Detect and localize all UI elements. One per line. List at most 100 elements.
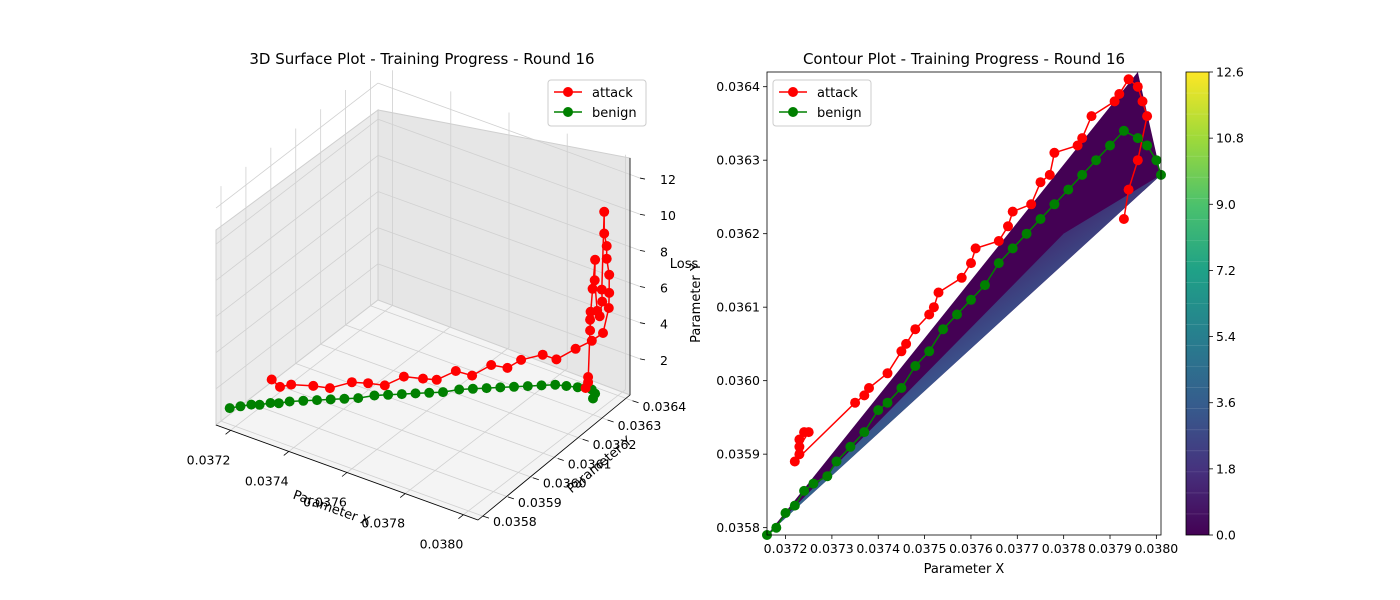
plot3d-attack-point <box>603 303 614 313</box>
plot3d-benign-point <box>424 387 435 398</box>
plot3d-attack-point <box>431 374 442 385</box>
contour-attack-point <box>1123 74 1134 85</box>
plot3d-attack-point <box>516 354 527 365</box>
plot3d-benign-point <box>325 394 336 405</box>
contour-benign-point <box>789 500 800 511</box>
plot3d-ticks: 0.0372 0.0374 0.0376 0.0378 0.0380 0.0358 0.03… <box>187 172 687 552</box>
contour-attack-point <box>859 390 870 401</box>
plot3d-benign-point <box>438 387 448 398</box>
plot3d-y-tick-label: 0.0358 <box>493 514 537 529</box>
plot3d-attack-point <box>363 378 374 389</box>
plot3d-benign-point <box>235 401 246 412</box>
plot3d-benign-point <box>383 389 394 400</box>
contour-fill-dark <box>767 72 1161 535</box>
contour-x-tick-label: 0.0375 <box>903 541 947 556</box>
contour-benign-point <box>799 485 810 496</box>
contour-benign-point <box>910 361 921 371</box>
contour-attack-point <box>924 309 935 320</box>
plot3d-attack-point <box>324 383 335 394</box>
plot3d-attack-point <box>486 360 497 370</box>
contour-benign-point <box>1049 199 1060 210</box>
plot3d-benign-point <box>369 390 380 401</box>
contour-attack-point <box>1114 89 1125 99</box>
contour-benign-point <box>859 427 870 438</box>
contour-x-tick-label: 0.0373 <box>810 541 854 556</box>
plot3d-benign-point <box>284 396 295 407</box>
plot3d-attack-point <box>596 284 607 295</box>
contour-benign-point <box>966 294 976 305</box>
plot3d-attack-point <box>598 328 608 338</box>
contour-attack-point <box>1077 133 1088 144</box>
contour-plot: Contour Plot - Training Progress - Round… <box>689 50 1244 577</box>
legend-benign-marker <box>563 107 573 117</box>
plot3d-y-axis-line <box>477 394 631 521</box>
contour-axes-frame <box>766 71 1162 536</box>
plot3d-benign-point <box>298 395 309 406</box>
plot3d-attack-point <box>502 362 513 373</box>
contour-y-tick-label: 0.0360 <box>716 373 760 388</box>
colorbar-tick-label: 1.8 <box>1216 461 1236 476</box>
plot3d-y-tick-label: 0.0363 <box>618 418 662 433</box>
plot3d-benign-point <box>246 399 257 410</box>
colorbar-tick-label: 0.0 <box>1216 528 1236 543</box>
contour-legend: attack benign <box>772 79 872 127</box>
plot3d-attack-point <box>587 283 598 294</box>
contour-benign-point <box>1035 214 1046 224</box>
contour-benign-point <box>822 471 833 482</box>
contour-benign-point <box>845 441 856 452</box>
plot3d-attack-point <box>418 373 428 384</box>
contour-attack-point <box>933 287 944 298</box>
plot3d-x-tick-label: 0.0376 <box>303 495 347 510</box>
contour-attack-point <box>956 272 967 283</box>
plot3d-attack-point <box>308 380 319 391</box>
contour-legend-benign-label: benign <box>817 106 862 121</box>
plot3d-zlabel: Loss <box>670 257 699 272</box>
contour-benign-point <box>831 456 842 467</box>
plot3d-benign-point <box>509 381 519 392</box>
plot3d-attack-point <box>275 381 285 392</box>
plot3d-z-tick-label: 12 <box>660 172 676 187</box>
colorbar-tick-label: 9.0 <box>1216 197 1236 212</box>
contour-benign-point <box>1142 140 1153 151</box>
contour-x-tick-label: 0.0378 <box>1042 541 1086 556</box>
contour-benign-point <box>1077 169 1088 180</box>
contour-attack-point <box>896 346 907 357</box>
plot3d-attack-point <box>589 275 600 286</box>
contour-attack-point <box>789 456 800 467</box>
contour-y-tick-label: 0.0362 <box>716 226 760 241</box>
contour-attack-point <box>850 397 861 408</box>
colorbar-gradient <box>1185 71 1210 536</box>
contour-y-tick-label: 0.0363 <box>716 153 760 168</box>
legend-attack-marker <box>563 87 573 97</box>
plot3d-benign-point <box>572 382 583 393</box>
plot3d-benign-point <box>265 398 276 408</box>
plot3d-y-tick-label: 0.0360 <box>543 476 587 491</box>
legend-benign-label: benign <box>592 106 637 121</box>
plot3d-benign-point <box>588 393 598 404</box>
contour-benign-point <box>808 478 819 489</box>
contour-attack-point <box>1086 111 1097 122</box>
contour-attack-point <box>1142 111 1153 122</box>
contour-benign-point <box>1091 155 1102 166</box>
plot3d-attack-point <box>467 370 478 381</box>
contour-attack-point <box>966 258 976 269</box>
plot3d-attack-point <box>583 372 594 382</box>
contour-attack-point <box>1003 221 1013 232</box>
plot3d-attack-point <box>585 306 596 317</box>
plot3d-attack-point <box>286 379 297 390</box>
contour-benign-point <box>1151 155 1162 166</box>
contour-attack-point <box>1132 81 1143 92</box>
contour-series <box>762 74 1166 540</box>
contour-benign-point <box>771 522 782 533</box>
contour-x-tick-label: 0.0374 <box>856 541 900 556</box>
contour-benign-point <box>1132 133 1143 144</box>
contour-y-tick-label: 0.0358 <box>716 520 760 535</box>
colorbar-tick-label: 12.6 <box>1216 65 1244 80</box>
contour-attack-point <box>1026 199 1037 210</box>
contour-attack-point <box>970 243 981 254</box>
plot3d-z-tick-label: 2 <box>660 353 668 368</box>
contour-benign-point <box>924 346 935 357</box>
contour-legend-attack-label: attack <box>817 86 858 101</box>
plot3d-attack-point <box>604 269 615 280</box>
plot3d-x-tick-label: 0.0372 <box>187 452 231 467</box>
